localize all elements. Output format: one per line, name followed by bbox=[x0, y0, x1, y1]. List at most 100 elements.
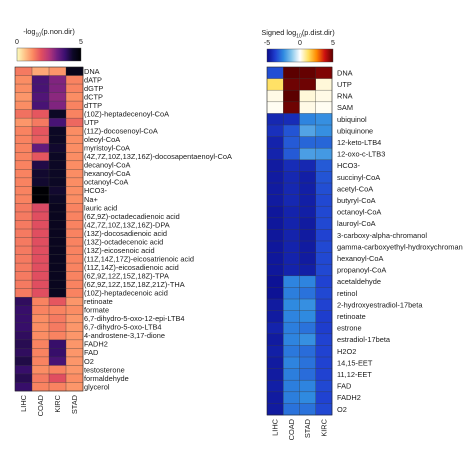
row-label: lauroyl-CoA bbox=[337, 219, 376, 228]
row-label: FAD bbox=[337, 382, 351, 391]
heatmap-cell bbox=[283, 275, 300, 288]
row-label: (11Z,14Z,17Z)-eicosatrienoic acid bbox=[84, 254, 194, 263]
heatmap-cell bbox=[315, 252, 333, 265]
row-label: retinol bbox=[337, 289, 357, 298]
heatmap-cell bbox=[15, 373, 33, 383]
heatmap-cell bbox=[315, 159, 333, 172]
heatmap-cell bbox=[49, 237, 67, 247]
heatmap-cell bbox=[49, 67, 67, 76]
heatmap-cell bbox=[283, 287, 300, 300]
row-label: acetaldehyde bbox=[337, 277, 381, 286]
row-label: myristoyl-CoA bbox=[84, 144, 130, 153]
heatmap-cell bbox=[32, 84, 50, 93]
row-label: butyryl-CoA bbox=[337, 196, 376, 205]
heatmap-cell bbox=[32, 194, 50, 204]
row-label: (11Z)-docosenoyl-CoA bbox=[84, 127, 158, 136]
heatmap-cell bbox=[267, 171, 284, 184]
row-label: (11Z,14Z)-eicosadienoic acid bbox=[84, 263, 179, 272]
heatmap-cell bbox=[267, 322, 284, 335]
heatmap-cell bbox=[315, 333, 333, 346]
heatmap-cell bbox=[32, 203, 50, 213]
heatmap-cell bbox=[15, 220, 33, 230]
row-label: 6,7-dihydro-5-oxo-12-epi-LTB4 bbox=[84, 314, 185, 323]
heatmap-cell bbox=[66, 288, 84, 298]
heatmap-cell bbox=[299, 275, 317, 288]
heatmap-cell bbox=[15, 237, 33, 247]
heatmap-cell bbox=[283, 183, 300, 195]
heatmap-cell bbox=[32, 288, 50, 298]
row-label: FADH2 bbox=[84, 340, 108, 349]
heatmap-cell bbox=[32, 92, 50, 102]
heatmap-cell bbox=[66, 246, 84, 255]
heatmap-cell bbox=[283, 403, 300, 416]
heatmap-cell bbox=[49, 288, 67, 298]
row-label: ubiquinone bbox=[337, 126, 373, 135]
heatmap-cell bbox=[267, 229, 284, 242]
row-label: DNA bbox=[337, 68, 353, 77]
row-label: O2 bbox=[337, 405, 347, 414]
heatmap-cell bbox=[15, 101, 33, 110]
column-label: LIHC bbox=[19, 394, 28, 412]
row-label: FADH2 bbox=[337, 393, 361, 402]
heatmap-cell bbox=[66, 314, 84, 324]
heatmap-cell bbox=[15, 152, 33, 162]
heatmap-cell bbox=[15, 211, 33, 221]
heatmap-cell bbox=[315, 380, 333, 393]
heatmap-cell bbox=[283, 125, 300, 137]
heatmap-cell bbox=[15, 84, 33, 93]
heatmap-cell bbox=[49, 109, 67, 119]
heatmap-cell bbox=[66, 169, 84, 179]
row-label: estrone bbox=[337, 324, 362, 333]
row-label: (4Z,7Z,10Z,13Z,16Z)-docosapentaenoyl-CoA bbox=[84, 152, 232, 161]
heatmap-cell bbox=[32, 356, 50, 366]
heatmap-cell bbox=[299, 171, 317, 184]
heatmap-cell bbox=[15, 280, 33, 289]
heatmap-panel-1: -log10(p.non.dir)0 5DNAdATPdGTPdCTPdTTP(1… bbox=[14, 27, 232, 416]
heatmap-cell bbox=[32, 118, 50, 127]
heatmap-cell bbox=[283, 136, 300, 149]
heatmap-cell bbox=[299, 206, 317, 219]
heatmap-cell bbox=[32, 160, 50, 170]
heatmap-cell bbox=[315, 275, 333, 288]
heatmap-cell bbox=[315, 148, 333, 161]
heatmap-cell bbox=[15, 160, 33, 170]
row-label: DNA bbox=[84, 67, 100, 76]
heatmap-cell bbox=[15, 314, 33, 324]
heatmap-cell bbox=[15, 67, 33, 76]
row-label: (6Z,9Z,12Z,15Z,18Z)-TPA bbox=[84, 271, 169, 280]
heatmap-cell bbox=[66, 229, 84, 238]
heatmap-cell bbox=[49, 254, 67, 264]
heatmap-cell bbox=[15, 254, 33, 264]
row-label: oleoyl-CoA bbox=[84, 135, 120, 144]
heatmap-panel-2: Signed log10(p.dist.dir)-5 0 5 DNA UTP RNA SAM… bbox=[261, 28, 462, 440]
heatmap-cell bbox=[49, 229, 67, 238]
heatmap-cell bbox=[299, 403, 317, 416]
column-label: STAD bbox=[303, 419, 312, 438]
heatmap-cell bbox=[32, 220, 50, 230]
row-label: lauric acid bbox=[84, 203, 117, 212]
heatmap-cell bbox=[15, 356, 33, 366]
heatmap-cell bbox=[315, 368, 333, 381]
heatmap-cell bbox=[283, 264, 300, 277]
heatmap-cell bbox=[32, 211, 50, 221]
heatmap-cell bbox=[267, 345, 284, 358]
row-label: H2O2 bbox=[337, 347, 356, 356]
heatmap-cell bbox=[15, 92, 33, 102]
heatmap-cell bbox=[15, 331, 33, 341]
heatmap-cell bbox=[32, 177, 50, 187]
heatmap-cell bbox=[66, 186, 84, 196]
heatmap-cell bbox=[66, 101, 84, 110]
heatmap-cell bbox=[15, 263, 33, 272]
heatmap-cell bbox=[32, 135, 50, 145]
heatmap-cell bbox=[49, 348, 67, 358]
heatmap-cell bbox=[49, 314, 67, 324]
heatmap-cell bbox=[267, 67, 284, 79]
heatmap-cell bbox=[299, 345, 317, 358]
heatmap-cell bbox=[299, 252, 317, 265]
heatmap-cell bbox=[315, 403, 333, 416]
heatmap-cell bbox=[66, 373, 84, 383]
heatmap-cell bbox=[49, 194, 67, 204]
heatmap-cell bbox=[32, 186, 50, 196]
column-label: KIRC bbox=[319, 418, 328, 436]
row-label: estradiol-17beta bbox=[337, 335, 391, 344]
